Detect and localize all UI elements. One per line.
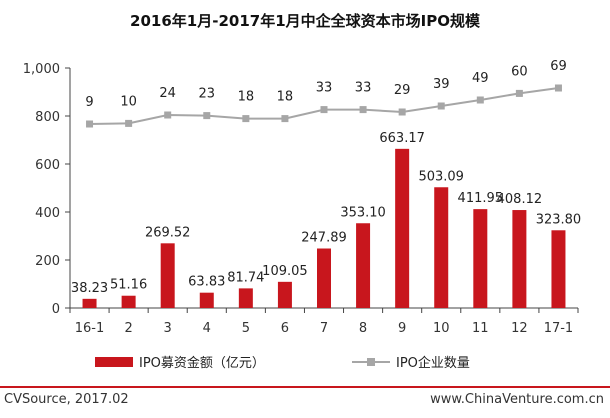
- y-tick-label: 1,000: [23, 62, 60, 77]
- legend-item-bar: IPO募资金额（亿元）: [95, 352, 265, 371]
- bar: [277, 281, 292, 308]
- line-point: [437, 102, 445, 110]
- line-value-label: 24: [159, 86, 176, 101]
- footer-source: CVSource, 2017.02: [4, 392, 129, 407]
- bar: [121, 295, 136, 308]
- x-axis: 16-1 2 3 4 5 6 7 8 9 10 11 12 17-1: [69, 307, 579, 336]
- bar-value-label: 51.16: [110, 278, 147, 293]
- line-value-label: 10: [120, 94, 137, 109]
- line-series: [86, 84, 562, 128]
- bar-value-label: 408.12: [497, 192, 543, 207]
- bar: [512, 210, 527, 308]
- x-tick-label: 2: [124, 321, 132, 336]
- line-point: [164, 111, 172, 119]
- line-value-label: 9: [85, 95, 93, 110]
- x-tick-label: 9: [398, 321, 406, 336]
- bar: [473, 209, 488, 308]
- line-value-label: 39: [433, 77, 450, 92]
- bar-value-label: 353.10: [340, 205, 386, 220]
- bar: [434, 187, 449, 308]
- bar: [160, 243, 175, 308]
- line-value-label: 29: [394, 83, 411, 98]
- bar: [317, 248, 331, 308]
- line-value-label: 18: [238, 90, 255, 105]
- line-point: [359, 106, 367, 114]
- bar-value-label: 247.89: [301, 231, 347, 246]
- footer-divider: [0, 386, 610, 388]
- x-tick-label: 11: [472, 321, 489, 336]
- y-tick-label: 200: [35, 254, 60, 269]
- x-tick-label: 12: [511, 321, 528, 336]
- bar-value-label: 323.80: [536, 212, 582, 227]
- bar: [238, 288, 253, 308]
- line-value-label: 60: [511, 64, 528, 79]
- bar-value-label: 269.52: [145, 225, 191, 240]
- line-data-labels: 9 10 24 23 18 18 33 33 29 39 49 60 69: [85, 59, 566, 110]
- x-tick-label: 5: [242, 321, 250, 336]
- y-axis: 0 200 400 600 800 1,000: [23, 62, 71, 317]
- x-tick-label: 7: [320, 321, 328, 336]
- x-tick-label: 3: [164, 321, 172, 336]
- bar: [199, 292, 214, 308]
- line-point: [203, 112, 211, 120]
- y-tick-label: 800: [35, 110, 60, 125]
- legend-bar-swatch: [95, 356, 133, 367]
- bar: [395, 148, 410, 308]
- legend-bar-label: IPO募资金额（亿元）: [139, 356, 265, 371]
- chart-title: 2016年1月-2017年1月中企全球资本市场IPO规模: [130, 12, 480, 30]
- x-tick-label: 8: [359, 321, 367, 336]
- y-tick-label: 0: [52, 302, 60, 317]
- line-point: [515, 89, 523, 97]
- x-tick-label: 16-1: [75, 321, 105, 336]
- line-point: [281, 115, 289, 123]
- line-value-label: 49: [472, 71, 489, 86]
- x-tick-label: 4: [203, 321, 211, 336]
- line-point: [125, 119, 133, 127]
- line-point: [86, 120, 94, 128]
- line-value-label: 69: [550, 59, 567, 74]
- bar-value-label: 503.09: [418, 169, 464, 184]
- line-point: [476, 96, 484, 104]
- bar-series: [82, 148, 566, 308]
- line-value-label: 23: [198, 87, 215, 102]
- line-value-label: 18: [277, 90, 294, 105]
- legend-line-swatch: [352, 357, 390, 367]
- footer-website: www.ChinaVenture.com.cn: [430, 392, 604, 407]
- bar-value-label: 81.74: [227, 270, 264, 285]
- legend-item-line: IPO企业数量: [352, 352, 470, 371]
- line-point: [320, 106, 328, 114]
- x-tick-label: 10: [433, 321, 450, 336]
- y-tick-label: 400: [35, 206, 60, 221]
- legend-line-label: IPO企业数量: [396, 356, 470, 371]
- bar: [356, 223, 371, 308]
- bar: [551, 230, 566, 308]
- bar: [82, 298, 97, 308]
- x-tick-label: 6: [281, 321, 289, 336]
- bar-value-label: 411.95: [458, 191, 504, 206]
- bar-value-label: 663.17: [379, 131, 425, 146]
- x-tick-label: 17-1: [544, 321, 574, 336]
- bar-value-label: 63.83: [188, 275, 225, 290]
- line-point: [554, 84, 562, 92]
- line-value-label: 33: [355, 81, 372, 96]
- bar-value-label: 109.05: [262, 264, 308, 279]
- line-point: [242, 115, 250, 123]
- line-point: [398, 108, 406, 116]
- bar-value-label: 38.23: [71, 281, 108, 296]
- line-value-label: 33: [316, 81, 333, 96]
- y-tick-label: 600: [35, 158, 60, 173]
